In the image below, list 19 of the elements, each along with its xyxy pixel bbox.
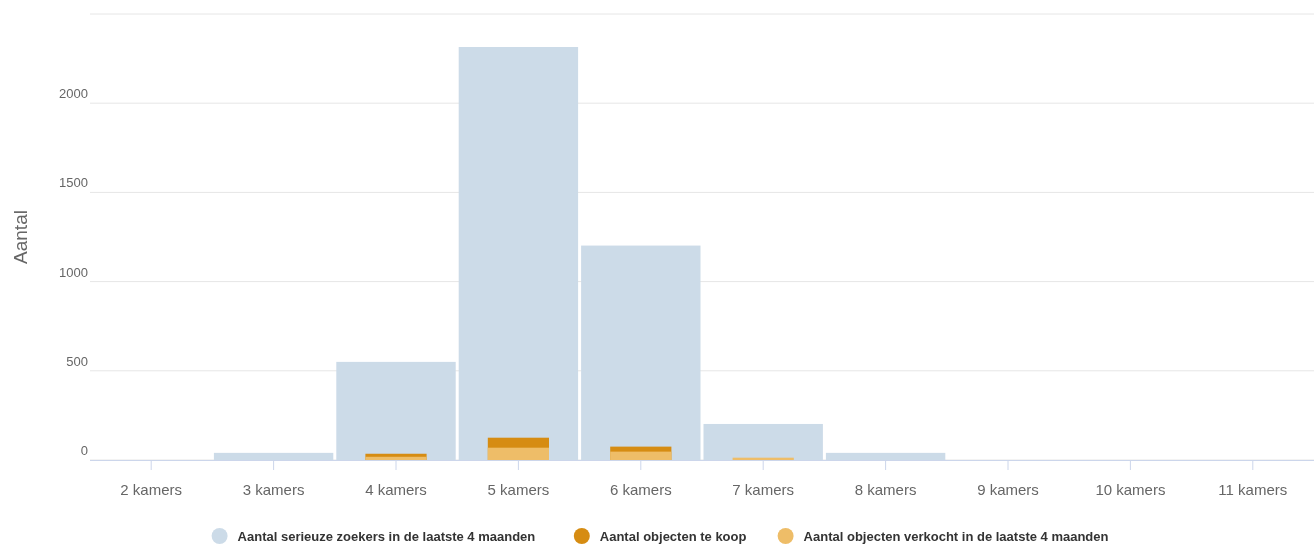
x-tick-label: 4 kamers	[365, 481, 427, 498]
y-axis-title: Aantal	[10, 210, 31, 264]
y-tick-label: 500	[66, 353, 88, 369]
legend-label: Aantal serieuze zoekers in de laatste 4 maanden	[237, 529, 536, 544]
y-tick-label: 2000	[59, 86, 88, 102]
legend-label: Aantal objecten verkocht in de laatste 4 maanden	[803, 529, 1109, 544]
y-tick-label: 1500	[59, 175, 88, 191]
legend-label: Aantal objecten te koop	[599, 529, 747, 544]
x-tick-label: 7 kamers	[732, 481, 795, 498]
y-tick-label: 0	[80, 443, 88, 458]
x-tick-label: 10 kamers	[1095, 481, 1166, 498]
x-tick-label: 9 kamers	[977, 481, 1039, 498]
x-tick-label: 6 kamers	[609, 481, 672, 498]
x-tick-label: 11 kamers	[1218, 481, 1288, 498]
x-tick-label: 3 kamers	[242, 481, 305, 498]
x-tick-label: 2 kamers	[120, 481, 183, 498]
x-tick-label: 5 kamers	[487, 481, 550, 498]
y-tick-label: 1000	[59, 264, 88, 280]
x-tick-label: 8 kamers	[854, 481, 917, 498]
